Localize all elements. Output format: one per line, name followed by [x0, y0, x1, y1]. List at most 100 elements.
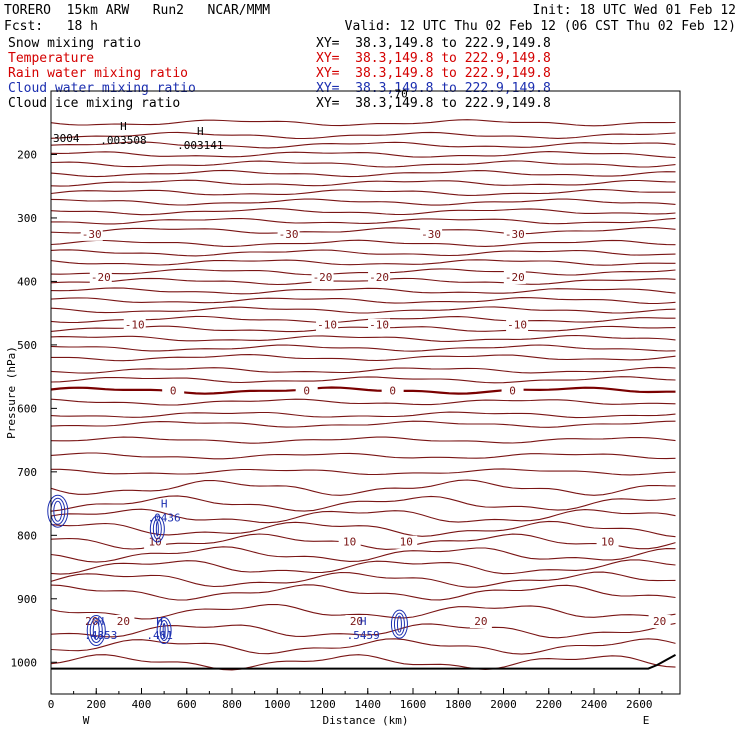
temperature-contour-line — [50, 452, 676, 460]
contour-label-bg — [338, 535, 361, 549]
contour-label: 10 — [601, 536, 614, 549]
y-tick-label: 1000 — [11, 656, 38, 669]
temperature-contour-line — [50, 306, 676, 314]
cloud-water-contour — [156, 617, 172, 645]
contour-label-bg — [596, 535, 619, 549]
contour-label: 20 — [653, 615, 666, 628]
x-tick-label: 1800 — [445, 698, 472, 711]
cloud-water-contour — [47, 494, 69, 528]
temperature-contour-line — [50, 179, 676, 187]
temperature-contour-line — [50, 571, 676, 588]
temperature-contour-line — [50, 268, 676, 276]
x-tick-label: 2400 — [581, 698, 608, 711]
temperature-contour-line — [50, 420, 676, 428]
maximum-marker: H — [120, 120, 127, 133]
maximum-marker: H — [197, 125, 204, 138]
cloud-water-contour — [162, 623, 166, 639]
contour-label: 20 — [474, 615, 487, 628]
cloud-water-contour — [155, 521, 159, 537]
x-tick-label: 2600 — [626, 698, 653, 711]
cloud-water-contour — [53, 500, 63, 522]
contour-label: -30 — [421, 228, 441, 241]
temperature-contour-line — [50, 259, 676, 266]
contour-label-bg — [420, 227, 443, 241]
cloud-water-contour — [393, 612, 405, 636]
temperature-contour-line — [50, 638, 676, 655]
contour-label-bg — [503, 227, 526, 241]
temperature-contour-line — [50, 436, 676, 444]
temperature-contour-line — [50, 277, 676, 286]
x-tick-label: 1000 — [264, 698, 291, 711]
temperature-contour-line — [50, 398, 676, 406]
contour-label-bg — [311, 270, 334, 284]
x-tick-label: 1200 — [309, 698, 336, 711]
contour-label-bg — [277, 227, 300, 241]
y-tick-label: 800 — [17, 529, 37, 542]
contour-label: 20 — [350, 615, 363, 628]
x-tick-label: 600 — [177, 698, 197, 711]
contour-label-bg — [501, 384, 524, 398]
x-tick-label: 800 — [222, 698, 242, 711]
contour-label: -30 — [279, 228, 299, 241]
y-tick-label: 300 — [17, 212, 37, 225]
contour-label-bg — [648, 615, 671, 629]
temperature-contour-line — [50, 479, 676, 496]
contour-label: -10 — [317, 319, 337, 332]
temperature-contour-line — [50, 297, 676, 305]
field-xy-range: XY= 38.3,149.8 to 222.9,149.8 — [316, 96, 551, 111]
contour-label-bg — [123, 318, 146, 332]
y-tick-label: 900 — [17, 593, 37, 606]
x-axis-label: Distance (km) — [322, 714, 408, 727]
maximum-value: .481 — [146, 629, 173, 642]
maximum-value: .5459 — [347, 629, 380, 642]
maximum-value: .0436 — [148, 511, 181, 524]
maximum-value: .003508 — [100, 134, 146, 147]
cloud-water-contour — [86, 615, 106, 647]
contour-label: -30 — [82, 228, 102, 241]
y-tick-label: 500 — [17, 339, 37, 352]
temperature-contour-line — [50, 226, 676, 235]
contour-label-bg — [469, 615, 492, 629]
temperature-contour-line — [50, 546, 676, 563]
temperature-contour-line — [50, 198, 676, 206]
contour-label: 0 — [170, 385, 177, 398]
contour-label-bg — [381, 384, 404, 398]
field-label: Snow mixing ratio — [8, 36, 142, 51]
temperature-contour-line — [50, 508, 676, 524]
contour-label-bg — [316, 318, 339, 332]
x-tick-label: 200 — [86, 698, 106, 711]
temperature-contour-line — [50, 169, 676, 178]
field-xy-range: XY= 38.3,149.8 to 222.9,149.8 — [316, 81, 551, 96]
maximum-value: .003141 — [177, 139, 223, 152]
contour-label-bg — [506, 318, 529, 332]
y-tick-label: 200 — [17, 148, 37, 161]
temperature-contours — [50, 119, 676, 671]
temperature-contour-line — [50, 119, 676, 127]
field-label: Temperature — [8, 51, 95, 66]
contour-label: -10 — [369, 319, 389, 332]
contour-label: 0 — [303, 385, 310, 398]
x-tick-label: 2200 — [536, 698, 563, 711]
contour-label: -20 — [505, 271, 525, 284]
x-tick-label: 1600 — [400, 698, 427, 711]
x-tick-label: 0 — [48, 698, 55, 711]
contour-label-bg — [80, 227, 103, 241]
temperature-contour-line — [50, 160, 676, 168]
temperature-contour-line — [50, 315, 676, 324]
model-title: TORERO 15km ARW Run2 NCAR/MMM — [4, 3, 271, 18]
contour-label: -20 — [313, 271, 333, 284]
y-axis-label: Pressure (hPa) — [5, 346, 18, 439]
contour-label: -20 — [91, 271, 111, 284]
contour-label: -20 — [369, 271, 389, 284]
contour-label-bg — [295, 384, 318, 398]
contour-label-bg — [368, 270, 391, 284]
contour-label: -10 — [507, 319, 527, 332]
edge-value: .70 — [388, 87, 408, 100]
contour-label: -30 — [505, 228, 525, 241]
temperature-contour-line — [50, 654, 676, 671]
y-tick-label: 700 — [17, 466, 37, 479]
contour-label: 10 — [343, 536, 356, 549]
contour-label-bg — [395, 535, 418, 549]
contour-label-bg — [144, 535, 167, 549]
temperature-contour-line — [50, 287, 676, 295]
